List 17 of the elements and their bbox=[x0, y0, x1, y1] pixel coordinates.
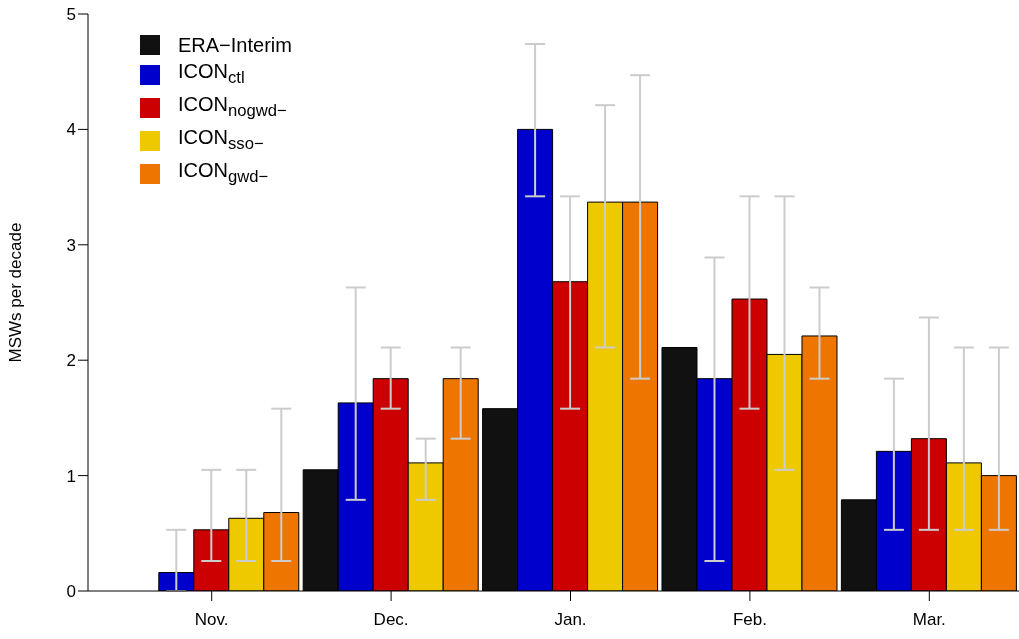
legend-label: ICON$_{sso−}$ bbox=[178, 125, 264, 155]
y-tick-label: 0 bbox=[66, 582, 76, 602]
y-tick-label: 5 bbox=[66, 5, 76, 25]
legend-label: ICON$_{nogwd−}$ bbox=[178, 92, 287, 122]
y-tick-label: 2 bbox=[66, 351, 76, 371]
y-tick-label: 1 bbox=[66, 466, 76, 486]
legend-label: ICON$_{ctl}$ bbox=[178, 59, 245, 89]
legend-label: ICON$_{gwd−}$ bbox=[178, 158, 269, 188]
x-tick-label: Jan. bbox=[554, 610, 587, 630]
legend-label: ERA−Interim bbox=[178, 33, 292, 58]
x-tick-label: Nov. bbox=[194, 610, 229, 630]
x-tick-label: Dec. bbox=[373, 610, 409, 630]
x-tick-label: Mar. bbox=[912, 610, 946, 630]
x-tick-label: Feb. bbox=[732, 610, 767, 630]
y-tick-label: 3 bbox=[66, 235, 76, 255]
y-tick-label: 4 bbox=[66, 120, 76, 140]
y-axis-title: MSWs per decade bbox=[6, 222, 26, 363]
